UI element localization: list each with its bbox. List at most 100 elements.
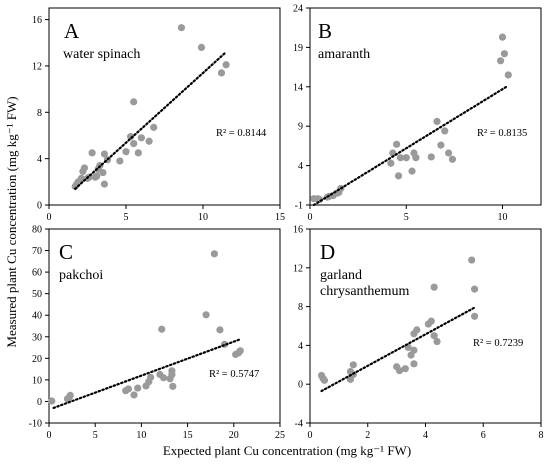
y-tick-label: 19 [293,43,303,54]
x-tick-label: 5 [124,212,129,223]
panel-letter: C [59,240,73,264]
data-point [134,149,142,157]
y-tick-label: 70 [32,246,42,257]
panel-name: chrysanthemum [320,284,410,299]
plot-frame [48,7,281,206]
panel-letter: B [318,19,332,43]
trendline [52,337,243,410]
r-squared-label: R² = 0.8135 [477,128,527,139]
x-tick-label: 8 [539,430,544,441]
y-tick-label: 80 [32,225,42,236]
data-point [468,256,476,264]
data-point [100,150,109,158]
data-point [216,326,224,334]
trendline [312,85,508,207]
data-point [412,154,420,162]
y-tick-label: 8 [37,108,42,119]
r-squared-label: R² = 0.5747 [209,369,259,380]
y-tick-label: 40 [32,311,42,322]
y-tick-label: 0 [298,380,303,391]
x-tick-label: 6 [481,430,486,441]
x-tick-label: 0 [47,212,52,223]
data-point [93,172,101,180]
x-tick-label: 0 [47,430,52,441]
data-point [448,155,457,163]
data-point [441,127,449,135]
y-tick-label: 0 [37,397,42,408]
y-tick-label: -10 [29,419,42,430]
data-point [496,57,505,65]
data-point [349,361,357,369]
data-point [427,317,435,325]
y-tick-label: 60 [32,268,42,279]
panel-letter: A [64,19,80,43]
data-point [430,332,438,340]
y-tick-label: 30 [32,332,42,343]
data-point [124,385,133,393]
data-point [387,159,395,167]
plot-frame [309,7,542,206]
data-point [210,250,218,258]
data-point [134,384,142,392]
panel-name: pakchoi [59,268,103,283]
data-point [116,157,124,165]
x-tick-label: 15 [275,212,285,223]
data-point [48,397,56,405]
x-tick-label: 0 [308,430,313,441]
data-point [410,346,418,354]
y-tick-label: 16 [32,15,42,26]
x-tick-label: 15 [183,430,193,441]
data-point [99,168,107,177]
y-tick-label: 8 [298,302,303,313]
data-point [437,141,445,149]
x-tick-label: 0 [308,212,313,223]
y-tick-label: 10 [32,375,42,386]
y-tick-label: 0 [37,201,42,212]
y-tick-label: 24 [293,4,303,15]
data-point [401,365,409,373]
panel-name: garland [320,268,362,283]
r-squared-label: R² = 0.8144 [216,128,267,139]
x-tick-label: 25 [275,430,285,441]
panel-letter: D [320,240,335,264]
data-point [147,373,155,381]
data-point [393,140,401,148]
data-point [433,337,441,346]
data-point [150,123,158,131]
data-point [504,71,512,79]
data-point [430,283,438,291]
data-point [169,382,177,390]
y-tick-label: 4 [298,161,303,172]
data-point [427,153,435,161]
data-point [88,149,96,157]
data-point [470,285,479,293]
data-point [130,139,138,148]
data-point [145,137,153,145]
y-tick-label: 4 [37,154,42,165]
panel-name: water spinach [63,47,140,62]
data-point [445,149,453,157]
x-tick-label: 4 [423,430,428,441]
data-point [130,391,138,399]
data-point [320,376,329,384]
y-axis-title: Measured plant Cu concentration (mg kg⁻¹… [4,96,19,347]
data-point [222,61,230,69]
x-tick-label: 2 [365,430,370,441]
data-point [410,360,418,368]
data-point [80,164,89,172]
x-tick-label: 20 [229,430,239,441]
panel-name: amaranth [318,47,370,62]
y-tick-label: 12 [293,263,303,274]
data-point [500,50,509,58]
data-point [127,133,135,141]
data-point [66,391,74,400]
y-tick-label: 14 [293,82,303,93]
plot-frame [48,228,281,424]
trendline [74,50,228,190]
data-point [408,167,416,175]
y-tick-label: 50 [32,289,42,300]
